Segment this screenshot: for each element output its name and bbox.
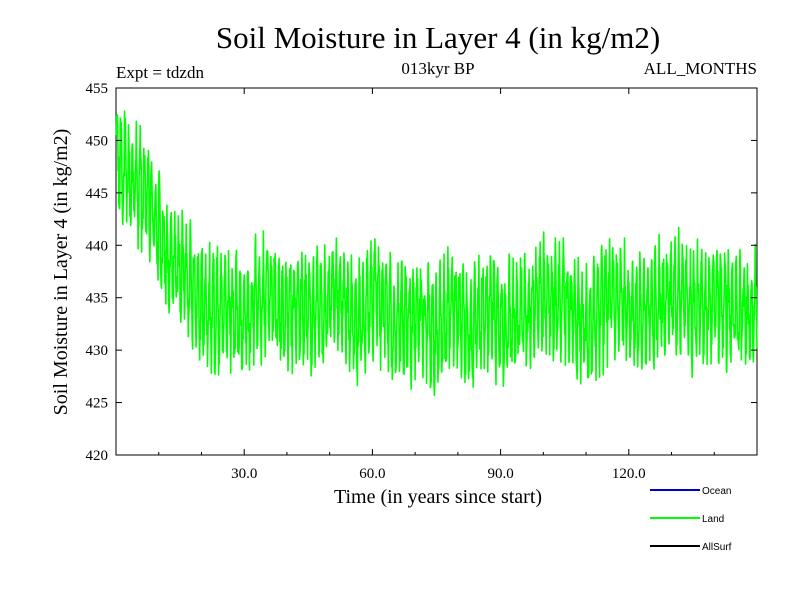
x-axis-label: Time (in years since start) xyxy=(334,486,542,508)
x-tick-label: 90.0 xyxy=(487,466,513,482)
y-tick-label: 445 xyxy=(86,186,109,202)
legend-label-allsurf: AllSurf xyxy=(702,542,732,553)
legend-label-ocean: Ocean xyxy=(702,486,731,497)
legend: Ocean Land AllSurf xyxy=(650,486,732,553)
experiment-label: Expt = tdzdn xyxy=(116,63,204,82)
x-tick-label: 30.0 xyxy=(231,466,257,482)
chart-subtitle: 013kyr BP xyxy=(401,59,474,78)
tick-layer: 420 425 430 435 440 445 450 455 30.0 60.0 90.0 120.… xyxy=(86,81,757,482)
x-tick-label: 60.0 xyxy=(359,466,385,482)
plot-area: 420 425 430 435 440 445 450 455 30.0 60.0 90.0 120.… xyxy=(86,81,758,482)
chart-title: Soil Moisture in Layer 4 (in kg/m2) xyxy=(216,20,660,55)
plot-frame xyxy=(115,87,758,456)
y-axis-label: Soil Moisture in Layer 4 (in kg/m2) xyxy=(50,129,72,416)
legend-label-land: Land xyxy=(702,514,724,525)
y-tick-label: 450 xyxy=(86,133,109,149)
y-tick-label: 425 xyxy=(86,396,109,412)
series-line-land xyxy=(115,110,758,397)
y-tick-label: 435 xyxy=(86,291,109,307)
series-layer xyxy=(115,110,758,397)
months-label: ALL_MONTHS xyxy=(644,59,757,78)
x-tick-label: 120.0 xyxy=(612,466,646,482)
y-tick-label: 420 xyxy=(86,448,109,464)
y-tick-label: 440 xyxy=(86,238,109,254)
y-tick-label: 430 xyxy=(86,343,109,359)
y-tick-label: 455 xyxy=(86,81,109,97)
